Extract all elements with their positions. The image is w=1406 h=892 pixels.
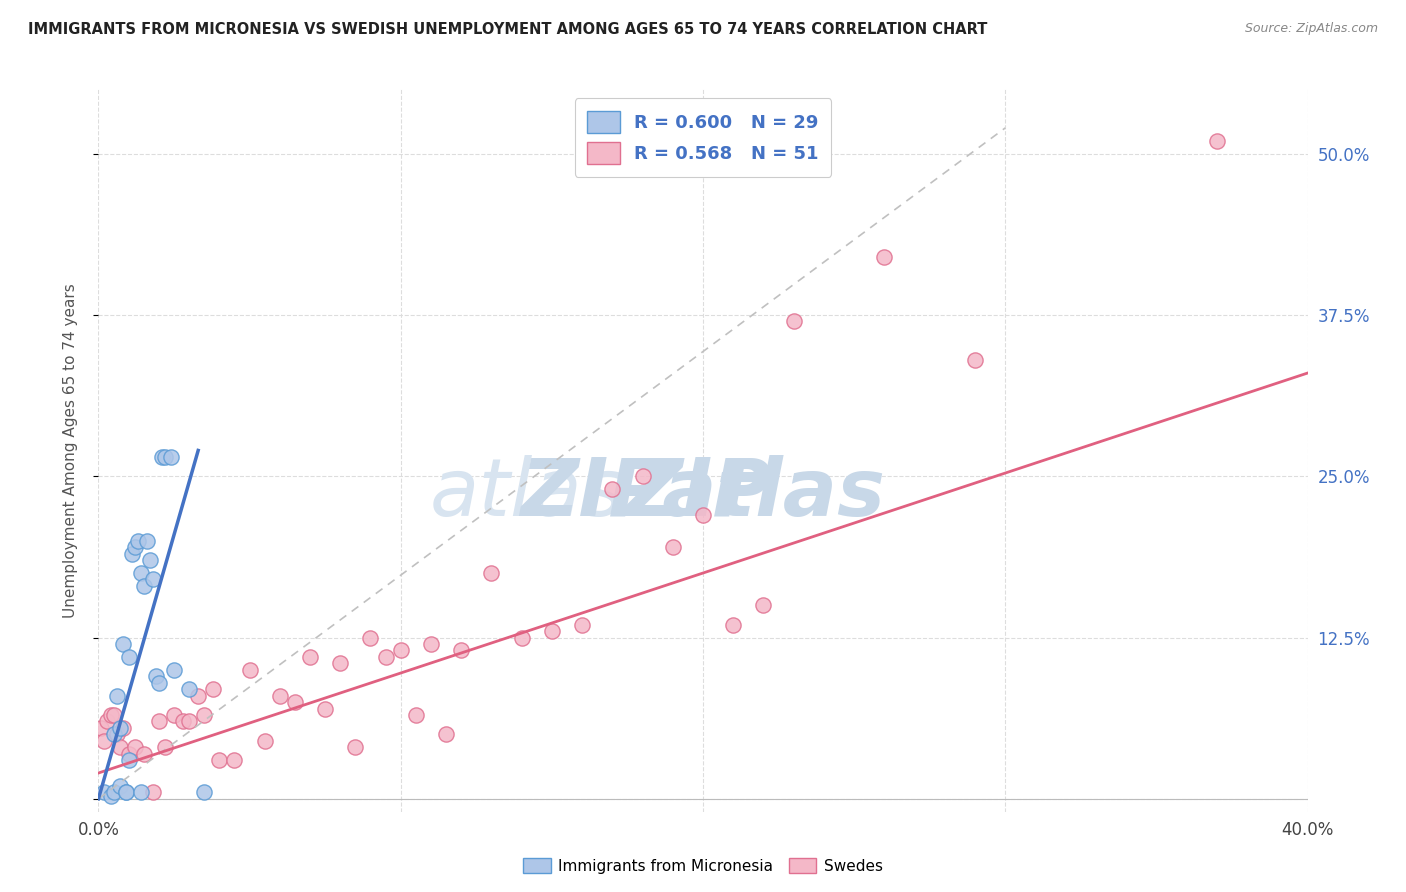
Point bbox=[420, 637, 443, 651]
Point bbox=[602, 482, 624, 496]
Legend: R = 0.600   N = 29, R = 0.568   N = 51: R = 0.600 N = 29, R = 0.568 N = 51 bbox=[575, 98, 831, 177]
Point bbox=[752, 599, 775, 613]
Point bbox=[103, 708, 125, 723]
Point bbox=[783, 314, 806, 328]
Point bbox=[114, 785, 136, 799]
Point bbox=[153, 740, 176, 755]
Point bbox=[103, 785, 125, 799]
Point bbox=[360, 631, 382, 645]
Point bbox=[129, 566, 152, 580]
Point bbox=[127, 533, 149, 548]
Point bbox=[142, 785, 165, 799]
Point bbox=[1206, 134, 1229, 148]
Point bbox=[269, 689, 291, 703]
Point bbox=[571, 617, 593, 632]
Point bbox=[179, 682, 201, 697]
Point bbox=[132, 747, 155, 761]
Point bbox=[108, 740, 131, 755]
Point bbox=[142, 573, 165, 587]
Point bbox=[631, 469, 654, 483]
Point bbox=[139, 553, 162, 567]
Point bbox=[163, 663, 186, 677]
Point bbox=[179, 714, 201, 729]
Point bbox=[93, 733, 115, 747]
Point bbox=[224, 753, 246, 767]
Point bbox=[239, 663, 262, 677]
Point bbox=[450, 643, 472, 657]
Point bbox=[405, 708, 427, 723]
Point bbox=[129, 785, 152, 799]
Point bbox=[153, 450, 176, 464]
Point bbox=[344, 740, 367, 755]
Point bbox=[118, 649, 141, 664]
Point bbox=[124, 740, 146, 755]
Point bbox=[389, 643, 412, 657]
Text: IMMIGRANTS FROM MICRONESIA VS SWEDISH UNEMPLOYMENT AMONG AGES 65 TO 74 YEARS COR: IMMIGRANTS FROM MICRONESIA VS SWEDISH UN… bbox=[28, 22, 987, 37]
Point bbox=[148, 714, 170, 729]
Point bbox=[111, 637, 134, 651]
Point bbox=[723, 617, 745, 632]
Point bbox=[121, 547, 143, 561]
Point bbox=[193, 785, 215, 799]
Point bbox=[93, 785, 115, 799]
Point bbox=[208, 753, 231, 767]
Text: atlas: atlas bbox=[430, 455, 624, 533]
Text: Source: ZipAtlas.com: Source: ZipAtlas.com bbox=[1244, 22, 1378, 36]
Point bbox=[202, 682, 225, 697]
Point bbox=[135, 533, 157, 548]
Point bbox=[193, 708, 215, 723]
Point bbox=[160, 450, 183, 464]
Point bbox=[111, 721, 134, 735]
Text: ZIPatlas: ZIPatlas bbox=[520, 455, 886, 533]
Point bbox=[100, 708, 122, 723]
Point bbox=[148, 675, 170, 690]
Legend: Immigrants from Micronesia, Swedes: Immigrants from Micronesia, Swedes bbox=[517, 852, 889, 880]
Point bbox=[965, 353, 987, 368]
Point bbox=[105, 727, 128, 741]
Point bbox=[434, 727, 457, 741]
Point bbox=[118, 747, 141, 761]
Point bbox=[510, 631, 533, 645]
Point bbox=[108, 779, 131, 793]
Point bbox=[329, 657, 352, 671]
Point bbox=[96, 714, 118, 729]
Point bbox=[873, 250, 896, 264]
Point bbox=[540, 624, 562, 639]
Point bbox=[172, 714, 194, 729]
Point bbox=[374, 649, 396, 664]
Point bbox=[187, 689, 209, 703]
Point bbox=[314, 701, 336, 715]
Point bbox=[124, 540, 146, 554]
Point bbox=[145, 669, 167, 683]
Point bbox=[100, 789, 122, 804]
Point bbox=[132, 579, 155, 593]
Y-axis label: Unemployment Among Ages 65 to 74 years: Unemployment Among Ages 65 to 74 years bbox=[63, 283, 77, 618]
Point bbox=[661, 540, 683, 554]
Point bbox=[299, 649, 322, 664]
Point bbox=[118, 753, 141, 767]
Point bbox=[150, 450, 173, 464]
Point bbox=[253, 733, 276, 747]
Point bbox=[284, 695, 307, 709]
Point bbox=[114, 785, 136, 799]
Point bbox=[103, 727, 125, 741]
Point bbox=[163, 708, 186, 723]
Point bbox=[692, 508, 714, 522]
Point bbox=[90, 721, 112, 735]
Point bbox=[105, 689, 128, 703]
Point bbox=[481, 566, 503, 580]
Text: ZIP: ZIP bbox=[624, 455, 772, 533]
Point bbox=[108, 721, 131, 735]
